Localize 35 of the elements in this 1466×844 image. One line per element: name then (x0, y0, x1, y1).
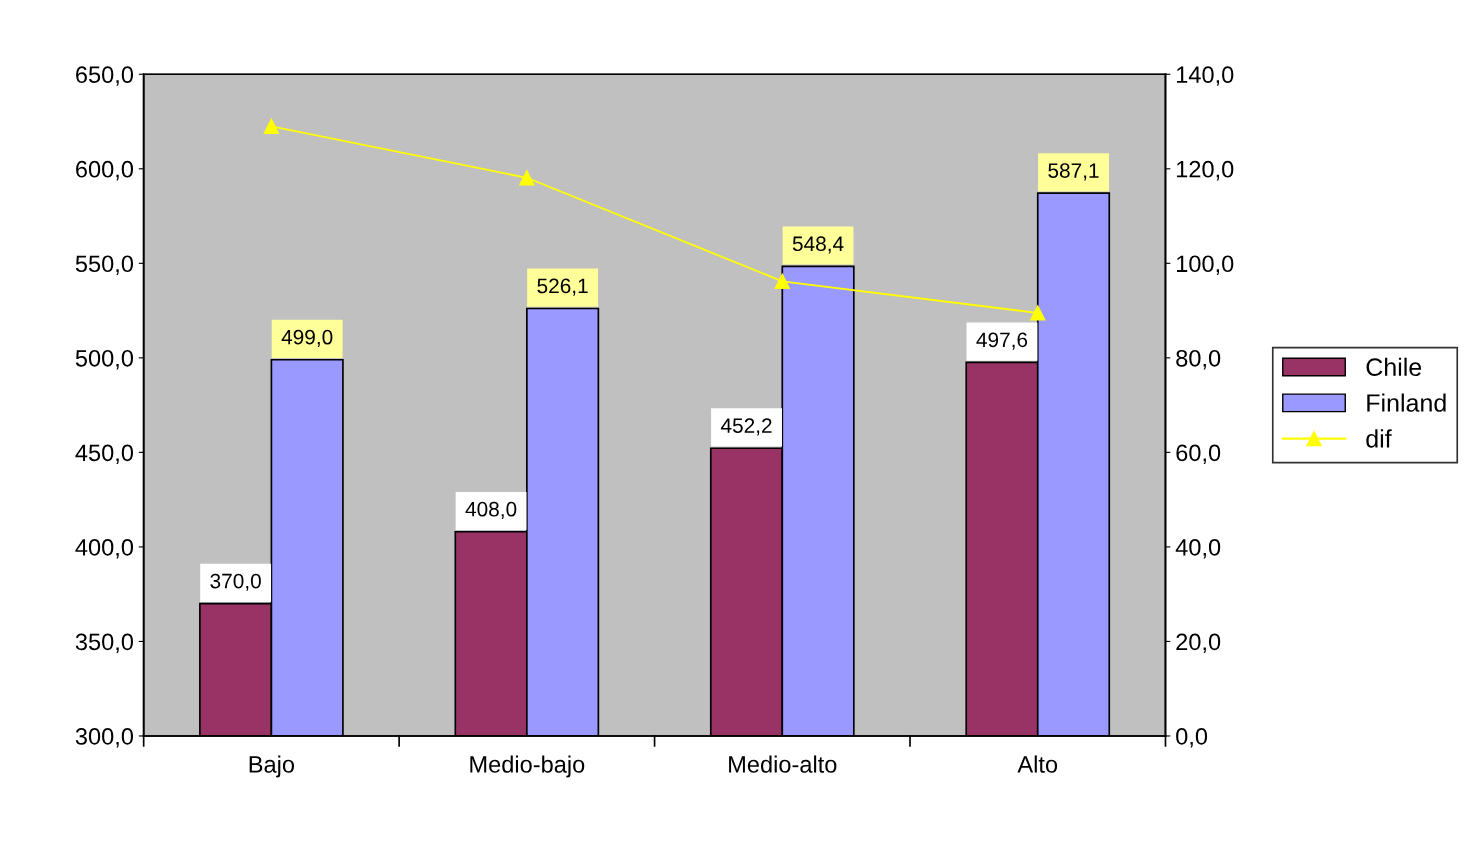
data-label: 497,6 (976, 332, 1028, 350)
y-tick-label: 300,0 (75, 728, 134, 748)
x-tick-label: Medio-bajo (470, 755, 585, 778)
x-tick-label: Bajo (249, 755, 295, 778)
point (1030, 305, 1046, 321)
point (774, 273, 790, 289)
x-tick-label: Medio-alto (729, 755, 837, 773)
data-label: 452,2 (720, 418, 772, 436)
y-tick-label: 650,0 (76, 66, 134, 86)
point (519, 170, 535, 186)
y2-tick-label: 40,0 (1175, 538, 1221, 559)
data-label: 499,0 (281, 329, 333, 347)
y2-tick-label: 140,0 (1176, 66, 1234, 86)
data-label: 408,0 (465, 501, 517, 520)
y2-tick-label: 120,0 (1176, 160, 1234, 181)
data-label: 548,4 (792, 236, 844, 254)
legend-label: dif (1366, 429, 1392, 448)
point (263, 118, 280, 134)
y2-tick-label: 60,0 (1176, 444, 1221, 464)
data-label: 526,1 (537, 278, 588, 296)
y2-tick-label: 0,0 (1176, 728, 1208, 748)
legend-label: Finland (1367, 393, 1446, 412)
data-label: 587,1 (1048, 163, 1099, 181)
y2-tick-label: 80,0 (1176, 349, 1221, 370)
y-tick-label: 400,0 (75, 538, 134, 559)
y2-tick-label: 20,0 (1176, 633, 1221, 654)
x-tick-label: Alto (1017, 755, 1058, 773)
y-tick-label: 350,0 (75, 633, 134, 654)
legend-label: Chile (1366, 357, 1422, 377)
data-label: 370,0 (210, 573, 261, 591)
y-tick-label: 450,0 (75, 444, 134, 464)
y-tick-label: 600,0 (76, 160, 134, 181)
y2-tick-label: 100,0 (1176, 255, 1234, 275)
y-tick-label: 550,0 (75, 255, 134, 275)
y-tick-label: 500,0 (75, 349, 134, 370)
